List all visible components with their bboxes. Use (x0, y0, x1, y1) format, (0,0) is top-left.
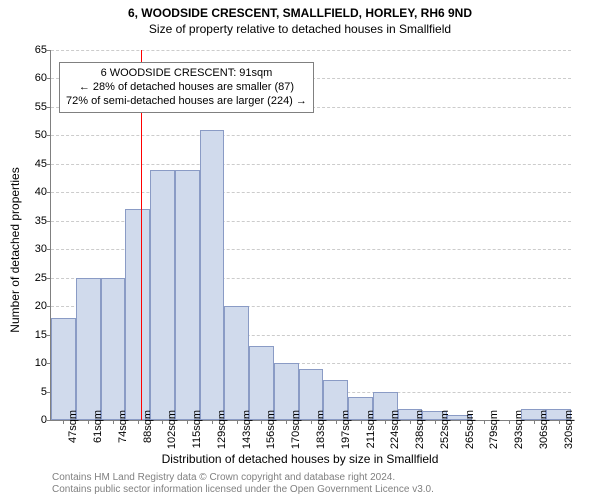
y-tick-mark (47, 78, 51, 79)
chart-title: 6, WOODSIDE CRESCENT, SMALLFIELD, HORLEY… (0, 0, 600, 20)
x-tick-mark (212, 420, 213, 424)
y-tick-label: 55 (23, 101, 47, 113)
y-tick-mark (47, 420, 51, 421)
y-tick-mark (47, 50, 51, 51)
x-tick-mark (559, 420, 560, 424)
x-tick-mark (286, 420, 287, 424)
x-tick-mark (336, 420, 337, 424)
y-tick-label: 30 (23, 243, 47, 255)
x-tick-mark (385, 420, 386, 424)
x-tick-label: 279sqm (488, 410, 500, 456)
histogram-bar (125, 209, 150, 420)
x-tick-mark (534, 420, 535, 424)
x-tick-mark (237, 420, 238, 424)
histogram-bar (150, 170, 175, 420)
y-tick-label: 20 (23, 300, 47, 312)
grid-line (51, 50, 571, 51)
histogram-bar (51, 318, 76, 420)
y-tick-mark (47, 306, 51, 307)
x-tick-mark (138, 420, 139, 424)
x-tick-mark (261, 420, 262, 424)
y-tick-mark (47, 278, 51, 279)
x-tick-mark (361, 420, 362, 424)
info-line-3: 72% of semi-detached houses are larger (… (66, 95, 307, 109)
chart-container: 6, WOODSIDE CRESCENT, SMALLFIELD, HORLEY… (0, 0, 600, 500)
x-tick-mark (509, 420, 510, 424)
x-tick-mark (187, 420, 188, 424)
y-tick-label: 5 (23, 386, 47, 398)
histogram-bar (200, 130, 225, 420)
y-tick-label: 25 (23, 272, 47, 284)
y-tick-mark (47, 221, 51, 222)
chart-subtitle: Size of property relative to detached ho… (0, 20, 600, 36)
x-tick-label: 320sqm (563, 410, 575, 456)
histogram-bar (76, 278, 101, 420)
chart-plot-area: 0510152025303540455055606547sqm61sqm74sq… (50, 50, 571, 421)
y-tick-label: 40 (23, 186, 47, 198)
grid-line (51, 135, 571, 136)
x-tick-mark (410, 420, 411, 424)
y-tick-mark (47, 164, 51, 165)
y-tick-label: 15 (23, 329, 47, 341)
y-tick-label: 45 (23, 158, 47, 170)
histogram-bar (101, 278, 126, 420)
x-tick-mark (484, 420, 485, 424)
y-tick-mark (47, 249, 51, 250)
histogram-bar (175, 170, 200, 420)
histogram-bar (224, 306, 249, 420)
y-tick-label: 0 (23, 414, 47, 426)
x-tick-mark (113, 420, 114, 424)
x-tick-mark (162, 420, 163, 424)
info-line-2: ← 28% of detached houses are smaller (87… (66, 81, 307, 95)
grid-line (51, 164, 571, 165)
y-tick-label: 35 (23, 215, 47, 227)
y-tick-label: 50 (23, 129, 47, 141)
x-axis-label: Distribution of detached houses by size … (0, 452, 600, 466)
y-tick-mark (47, 135, 51, 136)
y-tick-mark (47, 192, 51, 193)
x-tick-mark (88, 420, 89, 424)
chart-footer: Contains HM Land Registry data © Crown c… (52, 472, 434, 496)
info-box: 6 WOODSIDE CRESCENT: 91sqm ← 28% of deta… (59, 62, 314, 113)
histogram-bar (249, 346, 274, 420)
x-tick-mark (311, 420, 312, 424)
y-tick-label: 65 (23, 44, 47, 56)
x-tick-mark (460, 420, 461, 424)
footer-line-1: Contains HM Land Registry data © Crown c… (52, 472, 434, 484)
x-tick-label: 265sqm (464, 410, 476, 456)
info-line-1: 6 WOODSIDE CRESCENT: 91sqm (66, 67, 307, 81)
grid-line (51, 192, 571, 193)
y-tick-label: 60 (23, 72, 47, 84)
y-tick-mark (47, 107, 51, 108)
y-tick-label: 10 (23, 357, 47, 369)
x-tick-mark (435, 420, 436, 424)
footer-line-2: Contains public sector information licen… (52, 484, 434, 496)
y-axis-label: Number of detached properties (8, 167, 22, 332)
x-tick-mark (63, 420, 64, 424)
